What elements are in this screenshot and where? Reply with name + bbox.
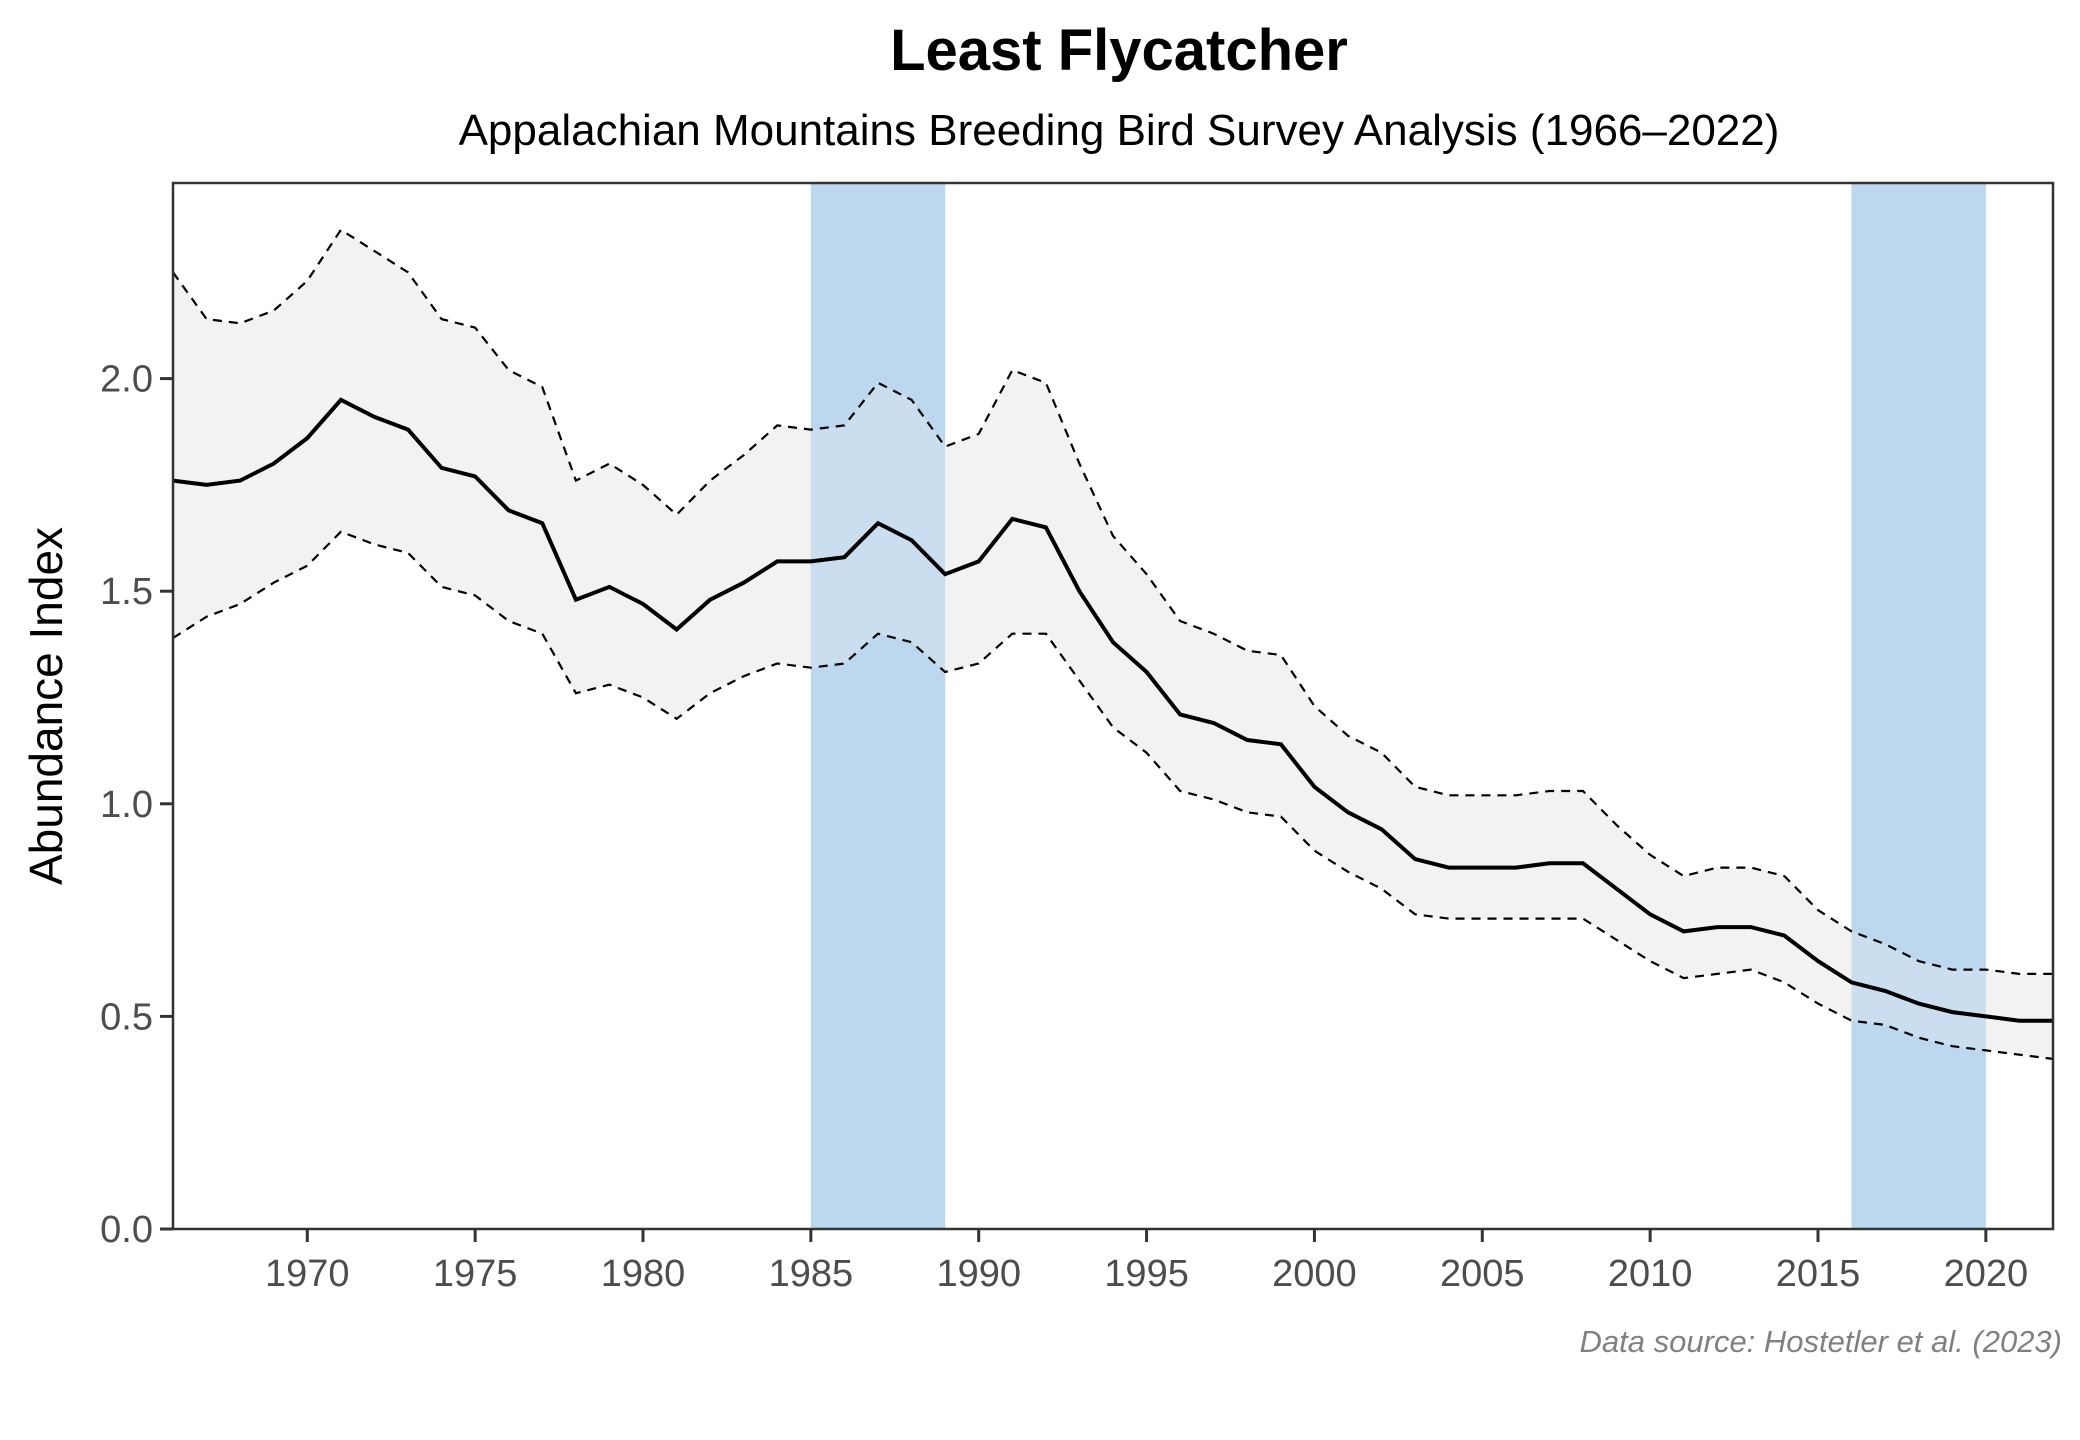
series-line-upper-ci bbox=[172, 228, 2053, 976]
x-tick-label-2005: 2005 bbox=[1440, 1253, 1525, 1295]
highlight-band-overlay-2016-2020 bbox=[1851, 183, 1986, 1229]
x-tick-label-2010: 2010 bbox=[1608, 1253, 1693, 1295]
series-line-abundance bbox=[172, 397, 2053, 1023]
x-tick-label-1980: 1980 bbox=[601, 1253, 686, 1295]
chart-subtitle: Appalachian Mountains Breeding Bird Surv… bbox=[459, 106, 1780, 155]
highlight-band-overlay-1985-1989 bbox=[810, 183, 946, 1229]
x-tick-label-1975: 1975 bbox=[433, 1253, 518, 1295]
x-tick-label-1995: 1995 bbox=[1104, 1253, 1189, 1295]
y-tick-label-0.0: 0.0 bbox=[100, 1209, 153, 1251]
series-lines bbox=[172, 228, 2054, 1060]
y-tick-label-2.0: 2.0 bbox=[100, 359, 153, 401]
x-axis: 1970 1975 1980 1985 1990 1995 2000 2005 2010 2015… bbox=[265, 1229, 2028, 1295]
x-tick-label-1985: 1985 bbox=[769, 1253, 854, 1295]
y-tick-label-1.5: 1.5 bbox=[100, 571, 153, 613]
x-tick-label-1970: 1970 bbox=[265, 1253, 350, 1295]
y-axis: 0.0 0.5 1.0 1.5 2.0 bbox=[100, 359, 173, 1251]
x-tick-label-2000: 2000 bbox=[1272, 1253, 1357, 1295]
plot-area bbox=[172, 183, 2054, 1229]
y-tick-label-1.0: 1.0 bbox=[100, 784, 153, 826]
x-tick-label-1990: 1990 bbox=[936, 1253, 1021, 1295]
plot-frame bbox=[171, 181, 2055, 1231]
highlight-overlay bbox=[810, 183, 1986, 1229]
y-tick-label-0.5: 0.5 bbox=[100, 996, 153, 1038]
x-tick-label-2015: 2015 bbox=[1776, 1253, 1861, 1295]
data-source-caption: Data source: Hostetler et al. (2023) bbox=[1580, 1324, 2062, 1359]
x-tick-label-2020: 2020 bbox=[1944, 1253, 2029, 1295]
y-axis-title: Abundance Index bbox=[20, 527, 72, 885]
chart-title: Least Flycatcher bbox=[890, 18, 1348, 83]
